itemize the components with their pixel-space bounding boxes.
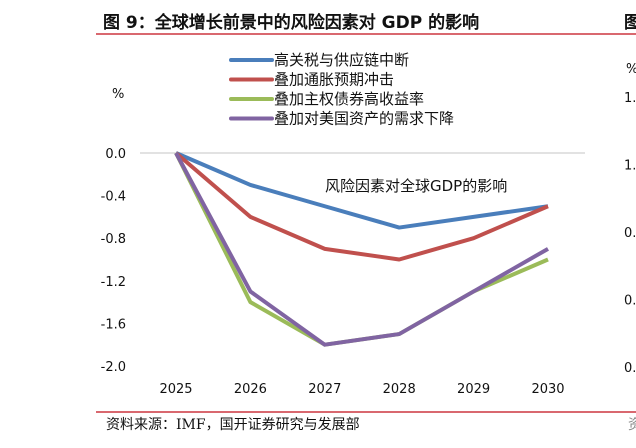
y-tick-label: -1.2	[101, 275, 126, 290]
series-line-0	[175, 151, 549, 230]
source-note: 资料来源：IMF，国开证券研究与发展部	[106, 417, 360, 433]
right-panel-title-fragment: 图	[624, 13, 636, 33]
x-tick-label: 2026	[234, 382, 267, 397]
x-tick-label: 2025	[159, 382, 192, 397]
x-tick-label: 2030	[531, 382, 564, 397]
right-tick-label: 1.	[624, 91, 636, 106]
y-tick-label: -0.8	[101, 232, 126, 247]
legend-label: 叠加主权债券高收益率	[274, 90, 424, 108]
x-tick-label: 2028	[383, 382, 416, 397]
y-tick-label: 0.0	[105, 147, 126, 162]
title-rule	[96, 33, 636, 35]
y-tick-label: -2.0	[101, 360, 126, 375]
legend-label: 高关税与供应链中断	[274, 51, 409, 69]
right-panel-source-fragment: 资	[628, 417, 636, 433]
figure-title: 图 9：全球增长前景中的风险因素对 GDP 的影响	[103, 13, 480, 33]
right-tick-label: 1.	[624, 159, 636, 174]
x-tick-label: 2029	[457, 382, 490, 397]
right-panel-fragment: % 1. 1. 0. 0. 0.	[624, 62, 636, 376]
chart-annotation: 风险因素对全球GDP的影响	[325, 177, 507, 195]
legend-label: 叠加对美国资产的需求下降	[274, 110, 454, 128]
series-line-1	[174, 151, 549, 262]
y-axis-unit: %	[112, 87, 124, 102]
right-tick-label: 0.	[624, 294, 636, 309]
right-tick-label: 0.	[624, 226, 636, 241]
right-tick-label: 0.	[624, 361, 636, 376]
y-tick-label: -0.4	[101, 190, 126, 205]
legend-label: 叠加通胀预期冲击	[274, 71, 394, 89]
x-tick-label: 2027	[308, 382, 341, 397]
series-line-3	[174, 152, 549, 347]
right-unit: %	[626, 62, 636, 77]
y-tick-label: -1.6	[101, 317, 126, 332]
source-rule	[96, 411, 636, 413]
